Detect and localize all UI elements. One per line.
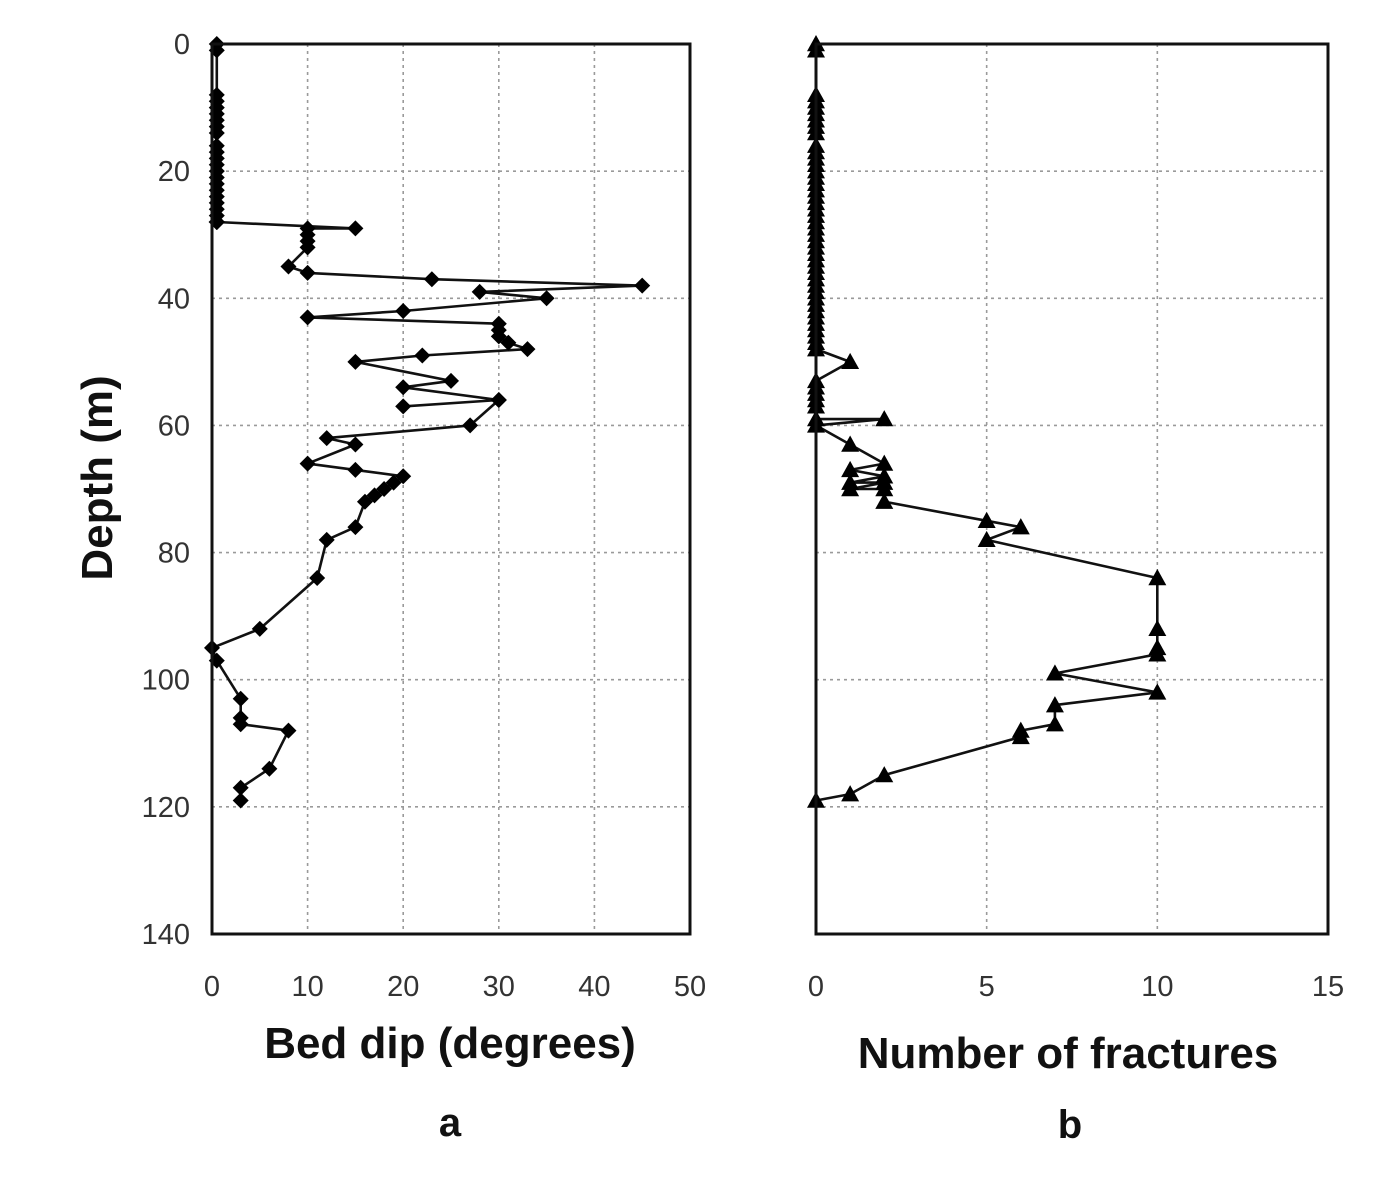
panel-b-label: b [1058, 1103, 1082, 1147]
triangle-marker [977, 530, 996, 548]
triangle-marker [1045, 664, 1064, 681]
x-tick-label: 10 [1141, 971, 1173, 1003]
panel-a-y-ticks: 0 20 40 60 80 100 120 140 [142, 29, 190, 951]
diamond-marker [414, 347, 431, 364]
x-tick-label: 50 [674, 971, 706, 1003]
y-tick-label: 0 [174, 29, 190, 61]
x-tick-label: 0 [808, 971, 824, 1003]
panel-a-markers [204, 36, 651, 809]
triangle-marker [1045, 715, 1064, 732]
y-tick-label: 120 [142, 792, 190, 824]
diamond-marker [299, 455, 316, 472]
diamond-marker [395, 398, 412, 415]
diamond-marker [462, 417, 479, 434]
panel-a-y-axis-title: Depth (m) [73, 375, 122, 580]
x-tick-label: 30 [483, 971, 515, 1003]
diamond-marker [232, 779, 249, 796]
panel-b-x-ticks: 0 5 10 15 [808, 971, 1344, 1003]
diamond-marker [395, 379, 412, 396]
diamond-marker [347, 461, 364, 478]
diamond-marker [347, 436, 364, 453]
diamond-marker [423, 271, 440, 288]
y-tick-label: 140 [142, 919, 190, 951]
x-tick-label: 15 [1312, 971, 1344, 1003]
y-tick-label: 20 [158, 156, 190, 188]
diamond-marker [232, 690, 249, 707]
triangle-marker [875, 766, 894, 783]
diamond-marker [299, 309, 316, 326]
triangle-marker [1148, 645, 1167, 662]
diamond-marker [280, 722, 297, 739]
panel-b-x-axis-title: Number of fractures [858, 1029, 1279, 1078]
triangle-marker [1148, 683, 1167, 700]
diamond-marker [519, 341, 536, 358]
diamond-marker [538, 290, 555, 307]
triangle-marker [875, 492, 894, 509]
panel-a-label: a [439, 1101, 462, 1145]
diamond-marker [500, 334, 517, 351]
triangle-marker [977, 511, 996, 528]
triangle-marker [1011, 518, 1030, 535]
diamond-marker [395, 303, 412, 319]
diamond-marker [356, 493, 373, 510]
triangle-marker [841, 352, 860, 370]
y-tick-label: 100 [142, 665, 190, 697]
diamond-marker [232, 716, 249, 733]
panel-a-plot: 0 20 40 60 80 100 120 140 0 10 20 30 40 50 Depth (m)… [73, 29, 706, 1145]
diamond-marker [443, 372, 459, 389]
panel-a-series [210, 44, 644, 801]
diamond-marker [261, 760, 278, 777]
diamond-marker [634, 277, 651, 294]
x-tick-label: 0 [204, 971, 220, 1003]
triangle-marker [1148, 619, 1167, 637]
diamond-marker [299, 239, 316, 256]
x-tick-label: 20 [387, 971, 419, 1003]
diamond-marker [318, 531, 335, 548]
triangle-marker [1148, 569, 1167, 586]
y-tick-label: 40 [158, 283, 190, 315]
panel-b-frame [814, 42, 1330, 936]
y-tick-label: 80 [158, 538, 190, 570]
triangle-marker [875, 410, 894, 427]
triangle-marker [841, 460, 860, 478]
x-tick-label: 5 [979, 971, 995, 1003]
triangle-marker [841, 435, 860, 452]
diamond-marker [251, 620, 268, 637]
diamond-marker [318, 430, 335, 447]
y-tick-label: 60 [158, 410, 190, 442]
triangle-marker [875, 454, 894, 471]
diamond-marker [347, 353, 364, 370]
series-line [210, 44, 644, 801]
panel-a-frame [210, 42, 692, 936]
panel-a-x-ticks: 0 10 20 30 40 50 [204, 971, 706, 1003]
x-tick-label: 40 [578, 971, 610, 1003]
x-tick-label: 10 [291, 971, 323, 1003]
diamond-marker [471, 283, 488, 300]
triangle-marker [841, 785, 860, 802]
diamond-marker [347, 220, 364, 237]
panel-a-x-axis-title: Bed dip (degrees) [264, 1019, 636, 1068]
triangle-marker [1011, 727, 1030, 745]
triangle-marker [841, 480, 860, 497]
panel-b-grid [816, 44, 1328, 934]
diamond-marker [490, 392, 507, 408]
panel-a-grid [212, 44, 690, 934]
triangle-marker [875, 480, 894, 497]
diamond-marker [347, 519, 364, 536]
panel-b-plot: 0 5 10 15 Number of fractures b [807, 35, 1344, 1147]
diamond-marker [280, 258, 297, 275]
diamond-marker [309, 570, 326, 586]
diamond-marker [232, 792, 249, 809]
diamond-marker [299, 264, 316, 281]
triangle-marker [1045, 696, 1064, 713]
